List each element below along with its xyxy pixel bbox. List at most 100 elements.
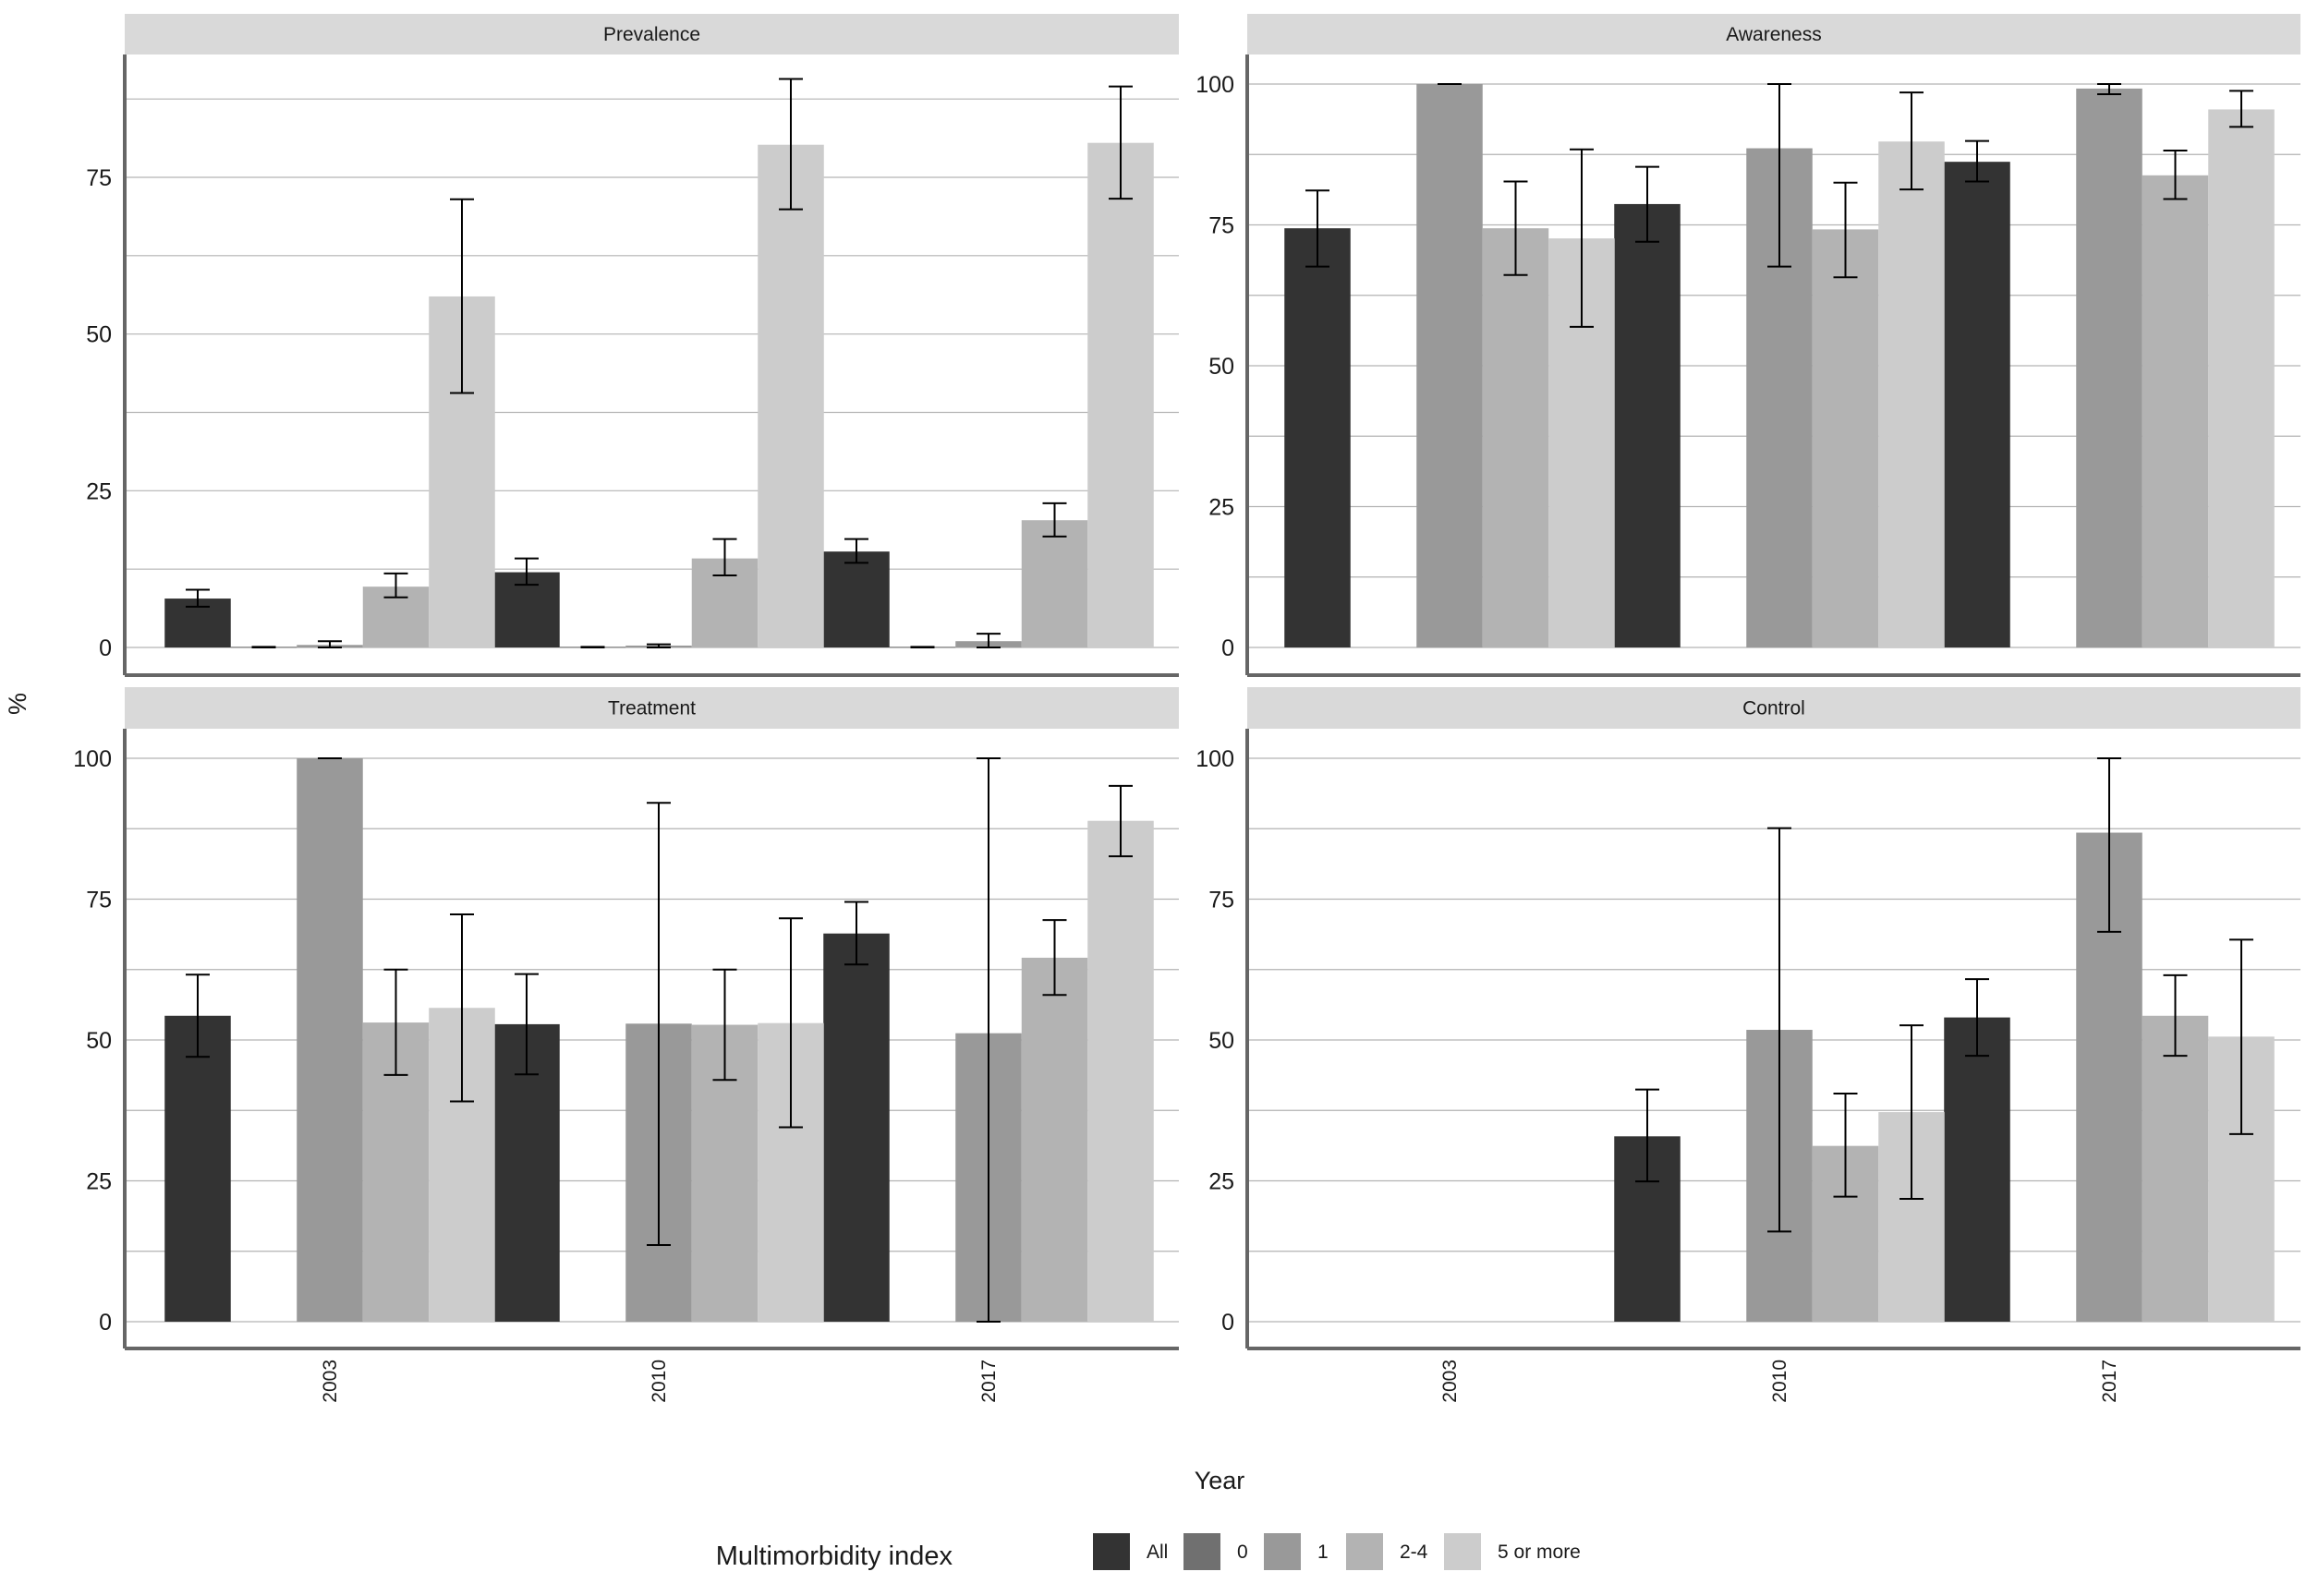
facet-strip [125,687,1179,729]
bar-All-2017 [1944,162,2010,647]
error-bar-2-4-2003 [383,572,408,598]
error-bar-2-4-2017 [1042,919,1067,997]
y-tick-label: 50 [86,322,112,348]
error-bar-All-2010 [515,557,539,586]
y-tick-label: 75 [86,165,112,191]
facet-title: Control [1742,698,1805,719]
bar-5-or-more-2010 [1878,141,1945,648]
bar-All-2003 [164,1015,231,1322]
error-bar-5-or-more-2017 [2229,938,2253,1135]
error-bar-5-or-more-2003 [1570,148,1594,328]
x-tick-label: 2010 [649,1360,670,1403]
bar-1-2017 [2076,88,2142,647]
legend-label: 2-4 [1400,1542,1428,1563]
error-bar-All-2010 [1635,165,1659,243]
x-tick-label: 2010 [1769,1360,1790,1403]
bar-All-2017 [823,551,890,647]
panel-prevalence: Prevalence 0 25 50 75 [86,14,1179,677]
error-bar-2-4-2017 [2163,973,2188,1058]
x-tick-label: 2017 [978,1360,1000,1403]
legend-key-1 [1264,1533,1301,1570]
y-tick-label: 100 [1195,746,1234,772]
y-tick-label: 0 [1221,1310,1234,1336]
y-tick-label: 25 [86,478,112,504]
x-tick-label: 2017 [2099,1360,2120,1403]
bar-2-4-2017 [2142,175,2209,647]
y-tick-label: 0 [1221,635,1234,661]
error-bar-All-2017 [844,901,868,966]
y-tick-label: 50 [1208,354,1234,380]
legend-label: 5 or more [1498,1542,1581,1563]
legend-title: Multimorbidity index [716,1542,953,1571]
error-bar-2-4-2010 [1833,1092,1858,1198]
error-bar-5-or-more-2010 [779,78,803,211]
bar-2-4-2010 [1812,229,1879,647]
y-tick-label: 50 [86,1028,112,1054]
bar-2-4-2017 [1021,957,1088,1322]
error-bar-5-or-more-2003 [450,913,474,1103]
error-bar-2-4-2010 [1833,181,1858,279]
legend-label: 0 [1237,1542,1248,1563]
bar-5-or-more-2010 [758,144,824,647]
panel-treatment: Treatment 0 25 50 75 100 2003 2010 2017 [73,687,1179,1403]
y-tick-label: 75 [1208,888,1234,913]
error-bar-1-2010 [647,802,671,1247]
panels: Prevalence0255075Awareness0255075100Trea… [73,14,2300,1403]
error-bar-1-2010 [1767,83,1791,268]
bar-5-or-more-2017 [2208,109,2275,647]
error-bar-1-2017 [977,757,1001,1323]
legend-key-All [1093,1533,1130,1570]
y-tick-label: 75 [1208,213,1234,239]
legend: Multimorbidity index All 0 1 2-4 5 or more [716,1533,1581,1571]
error-bar-1-2003 [318,640,342,648]
error-bar-5-or-more-2017 [1109,784,1133,858]
legend-key-5-or-more [1444,1533,1481,1570]
facet-strip [125,14,1179,54]
legend-key-2-4 [1346,1533,1383,1570]
error-bar-2-4-2010 [712,538,737,576]
error-bar-5-or-more-2010 [1899,1024,1924,1201]
y-tick-label: 100 [73,746,112,772]
error-bar-2-4-2017 [2163,149,2188,200]
error-bar-5-or-more-2017 [2229,90,2253,128]
y-tick-label: 75 [86,888,112,913]
facet-title: Awareness [1726,24,1822,45]
panel-awareness: Awareness 0 25 50 75 100 [1195,14,2300,677]
facet-title: Prevalence [603,24,700,45]
y-tick-label: 25 [1208,1169,1234,1195]
bar-1-2003 [297,758,363,1322]
error-bar-All-2010 [1635,1088,1659,1183]
x-tick-label: 2003 [320,1360,341,1403]
y-tick-label: 0 [99,635,112,661]
bar-2-4-2017 [1021,520,1088,647]
error-bar-5-or-more-2003 [450,198,474,394]
error-bar-All-2003 [1305,189,1329,268]
bar-2-4-2017 [2142,1015,2209,1322]
error-bar-All-2017 [1965,139,1989,183]
bar-All-2010 [1614,203,1681,647]
legend-key-0 [1183,1533,1220,1570]
y-tick-label: 25 [1208,495,1234,521]
error-bar-2-4-2017 [1042,502,1067,538]
facet-strip [1247,687,2300,729]
error-bar-All-2010 [515,973,539,1076]
facet-strip [1247,14,2300,54]
y-axis-title: % [4,693,31,715]
error-bar-5-or-more-2010 [779,917,803,1129]
bar-All-2003 [1284,228,1351,647]
bar-1-2003 [1416,84,1483,647]
panel-control: Control 0 25 50 75 100 2003 2010 2017 [1195,687,2300,1403]
y-tick-label: 0 [99,1310,112,1336]
x-tick-label: 2003 [1439,1360,1461,1403]
error-bar-1-2017 [977,633,1001,648]
bar-2-4-2003 [1482,228,1549,647]
error-bar-1-2010 [1767,827,1791,1233]
y-tick-label: 50 [1208,1028,1234,1054]
error-bar-2-4-2003 [1503,180,1528,276]
bar-5-or-more-2017 [1087,820,1154,1322]
error-bar-All-2003 [186,973,210,1058]
error-bar-2-4-2010 [712,968,737,1082]
error-bar-All-2017 [1965,978,1989,1058]
legend-label: 1 [1317,1542,1329,1563]
